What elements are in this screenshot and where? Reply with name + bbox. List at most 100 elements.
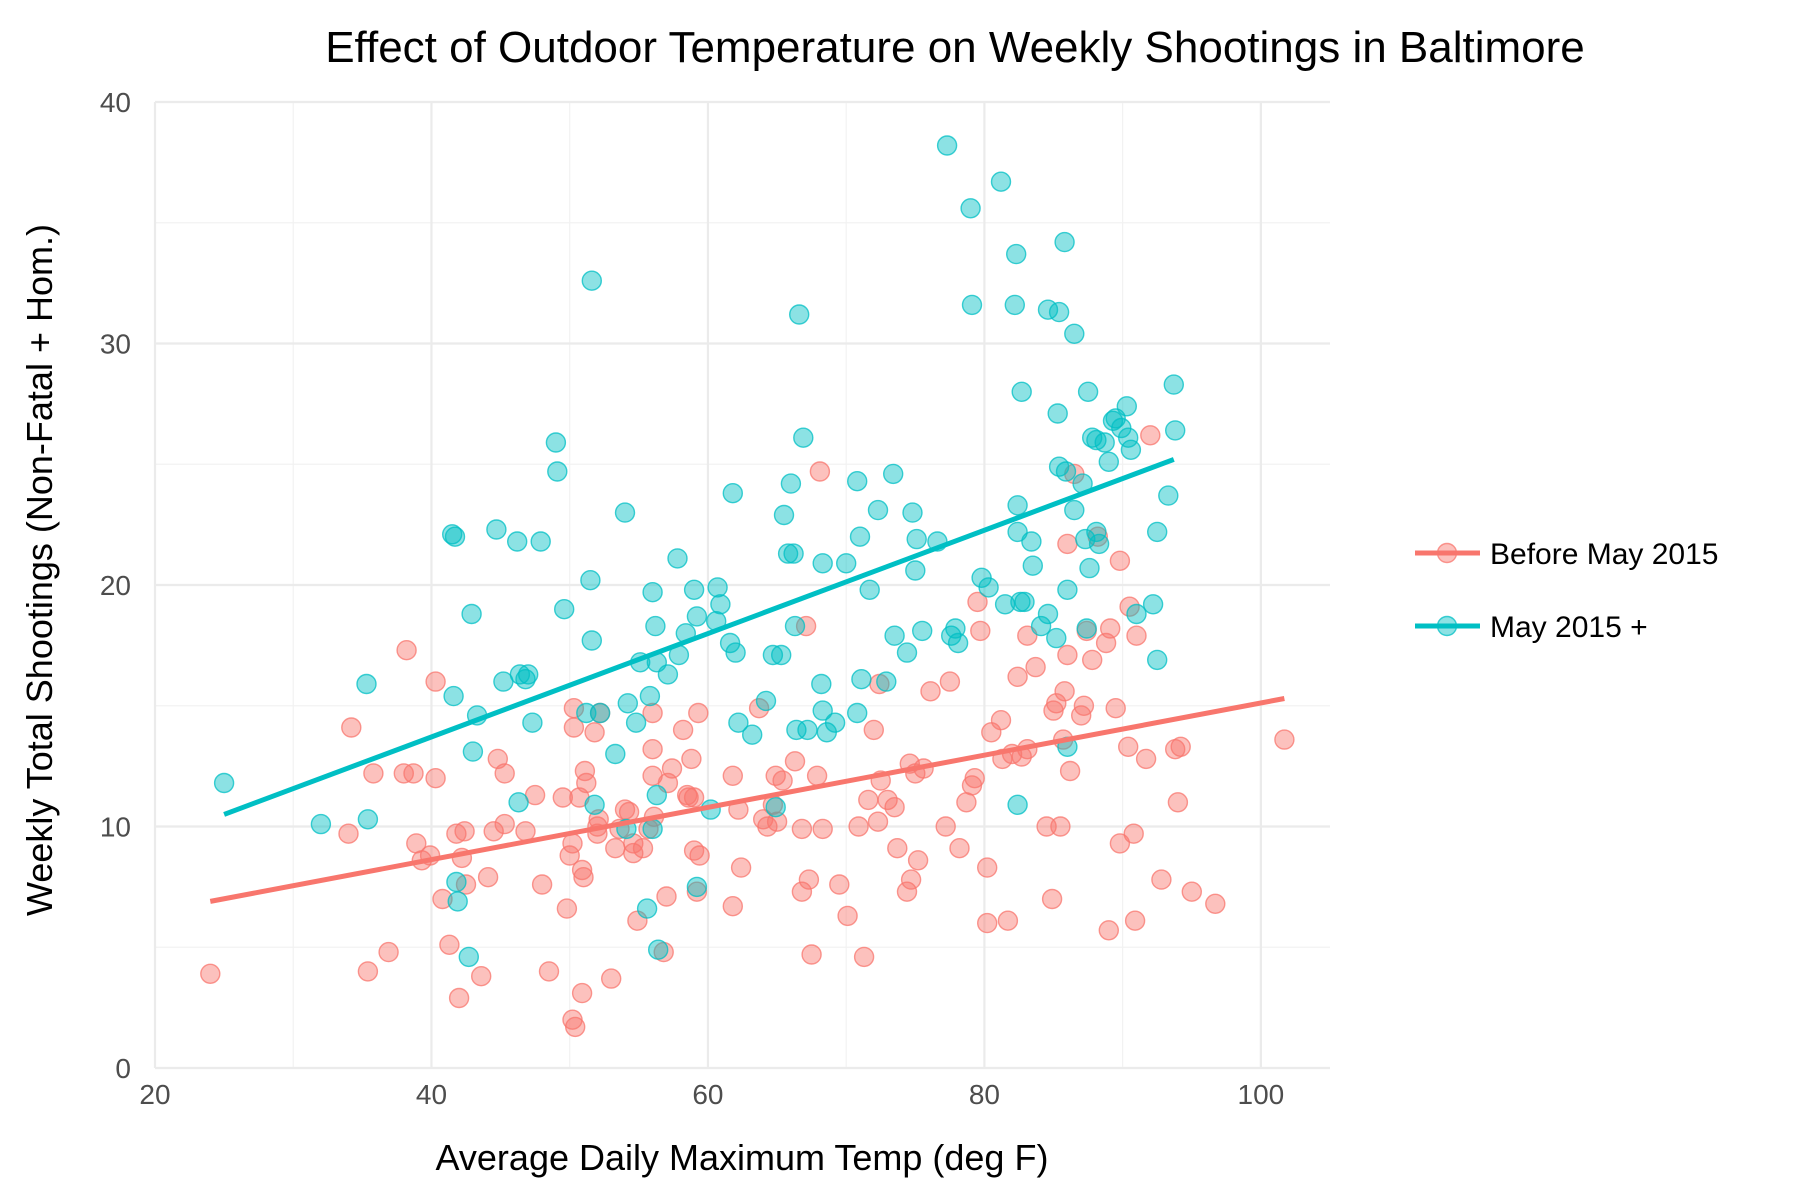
data-point xyxy=(425,671,446,692)
data-point xyxy=(896,881,918,902)
data-point xyxy=(688,702,709,724)
data-point xyxy=(902,502,923,523)
data-point xyxy=(990,171,1012,192)
data-point xyxy=(678,787,699,808)
data-point xyxy=(547,461,568,482)
data-point xyxy=(884,797,905,818)
data-point xyxy=(811,673,832,695)
x-axis-title: Average Daily Maximum Temp (deg F) xyxy=(436,1137,1049,1178)
data-point xyxy=(447,891,468,912)
data-point xyxy=(530,531,551,552)
data-point xyxy=(1146,521,1168,543)
data-point xyxy=(867,499,889,521)
data-point xyxy=(589,702,611,724)
data-point xyxy=(858,789,879,811)
data-point xyxy=(642,582,663,603)
data-point xyxy=(1004,294,1025,316)
data-point xyxy=(461,603,482,625)
data-point xyxy=(1007,495,1028,516)
data-point xyxy=(522,712,543,733)
data-point xyxy=(1047,403,1068,424)
data-point xyxy=(1163,374,1185,395)
data-point xyxy=(584,794,605,815)
data-point xyxy=(1041,888,1063,910)
data-point xyxy=(757,816,778,837)
data-point xyxy=(824,712,846,733)
data-point xyxy=(1099,618,1121,639)
data-point xyxy=(829,874,850,895)
data-point xyxy=(556,898,578,919)
data-point xyxy=(656,886,677,907)
data-point xyxy=(863,719,884,741)
y-tick-label: 30 xyxy=(100,329,131,360)
trend-line-1 xyxy=(223,457,1175,817)
data-point xyxy=(357,961,379,982)
x-tick-label: 60 xyxy=(692,1079,723,1110)
data-point xyxy=(642,702,663,724)
data-point xyxy=(730,857,752,878)
data-point xyxy=(1123,823,1144,844)
x-tick-label: 80 xyxy=(969,1079,1000,1110)
data-point xyxy=(1126,603,1147,625)
x-tick-label: 20 xyxy=(139,1079,170,1110)
data-point xyxy=(812,818,833,840)
data-point xyxy=(686,876,708,898)
data-point xyxy=(1140,425,1161,446)
data-point xyxy=(789,304,810,325)
data-point xyxy=(636,898,658,919)
data-point xyxy=(507,531,528,552)
data-point xyxy=(1007,521,1028,543)
data-point xyxy=(625,712,647,733)
data-point xyxy=(847,702,868,724)
data-point xyxy=(1105,698,1126,719)
data-point xyxy=(773,504,795,526)
grid-minor-lines xyxy=(155,102,1330,1068)
data-point xyxy=(1205,893,1226,914)
data-point xyxy=(1014,591,1035,613)
data-point xyxy=(448,987,470,1009)
data-point xyxy=(310,813,332,835)
data-point xyxy=(1126,625,1147,646)
data-point xyxy=(581,270,602,291)
data-point xyxy=(576,772,597,794)
data-point xyxy=(672,719,694,741)
data-point xyxy=(849,526,871,547)
data-point xyxy=(576,702,597,724)
data-point xyxy=(531,874,553,895)
data-point xyxy=(443,685,464,707)
data-point xyxy=(213,772,235,794)
data-point xyxy=(1086,429,1107,451)
data-point xyxy=(867,811,889,832)
data-point xyxy=(883,463,904,485)
legend-item-1: May 2015 + xyxy=(1415,611,1648,644)
data-point xyxy=(538,961,560,982)
data-point xyxy=(795,615,817,637)
data-point xyxy=(689,845,710,866)
data-point xyxy=(1116,396,1138,417)
data-point xyxy=(648,939,669,960)
data-point xyxy=(559,845,580,866)
data-point xyxy=(970,620,991,642)
data-point xyxy=(939,671,961,692)
y-tick-label: 10 xyxy=(100,812,131,843)
data-point xyxy=(571,982,593,1004)
data-point xyxy=(494,813,515,835)
data-point xyxy=(645,615,666,637)
legend-key-point xyxy=(1436,615,1458,637)
data-point xyxy=(363,763,384,784)
data-point xyxy=(571,859,593,881)
data-point xyxy=(403,763,424,784)
data-point xyxy=(683,787,705,808)
data-point xyxy=(642,818,663,840)
data-point xyxy=(462,741,484,762)
data-point xyxy=(1057,533,1078,555)
data-point xyxy=(791,818,813,840)
grid-major-lines xyxy=(153,100,1330,1070)
data-point xyxy=(614,502,636,523)
data-point xyxy=(742,724,763,745)
data-point xyxy=(977,912,998,934)
chart-title: Effect of Outdoor Temperature on Weekly … xyxy=(325,23,1585,72)
data-point xyxy=(683,579,705,600)
data-point xyxy=(580,570,601,591)
y-tick-label: 40 xyxy=(100,87,131,118)
